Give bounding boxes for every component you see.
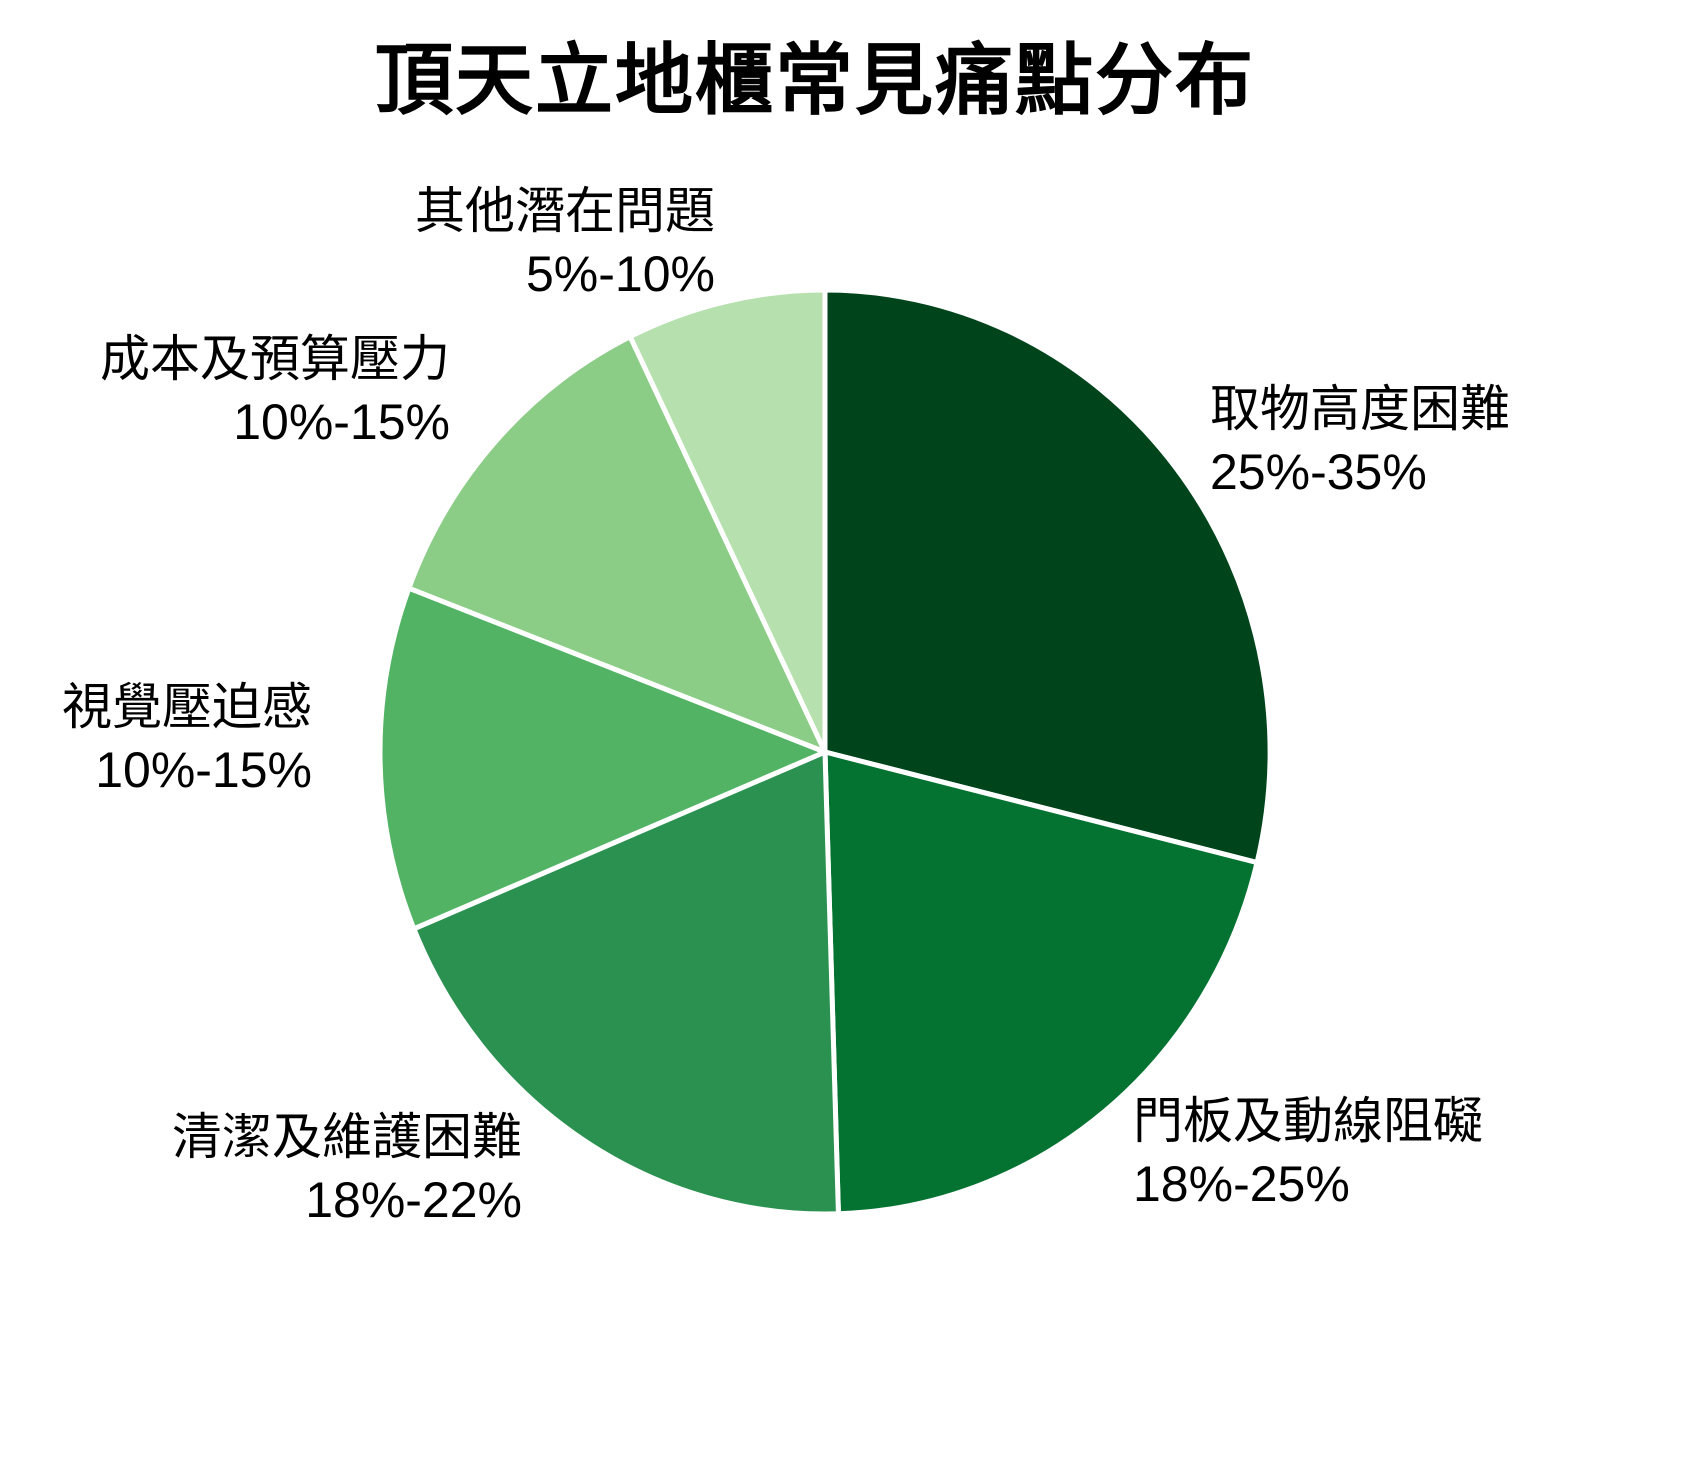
slice-range-text: 10%-15%	[95, 742, 312, 798]
slice-label-text: 視覺壓迫感	[62, 679, 312, 735]
slice-label-text: 門板及動線阻礙	[1133, 1093, 1483, 1149]
slice-label-cleaning: 清潔及維護困難 18%-22%	[172, 1106, 522, 1232]
slice-label-text: 取物高度困難	[1210, 381, 1510, 437]
pie-slice-3	[377, 585, 828, 932]
slice-label-text: 成本及預算壓力	[100, 331, 450, 387]
slice-label-text: 清潔及維護困難	[172, 1109, 522, 1165]
slice-range-text: 25%-35%	[1210, 444, 1427, 500]
slice-label-text: 其他潛在問題	[415, 183, 715, 239]
slice-label-access-height: 取物高度困難 25%-35%	[1210, 378, 1510, 504]
pie-slice-0	[822, 287, 1273, 866]
slice-label-cost-budget: 成本及預算壓力 10%-15%	[100, 328, 450, 454]
slice-range-text: 18%-22%	[305, 1172, 522, 1228]
slice-range-text: 5%-10%	[526, 246, 715, 302]
slice-label-visual-pressure: 視覺壓迫感 10%-15%	[62, 676, 312, 802]
slice-label-other: 其他潛在問題 5%-10%	[415, 180, 715, 306]
pie-slice-1	[822, 749, 1260, 1217]
slice-label-door-flow: 門板及動線阻礙 18%-25%	[1133, 1090, 1483, 1216]
pie-slice-4	[406, 334, 828, 755]
chart-title: 頂天立地櫃常見痛點分布	[374, 36, 1255, 124]
pie-slice-2	[411, 749, 841, 1217]
slice-range-text: 18%-25%	[1133, 1156, 1350, 1212]
pie-slice-5	[627, 287, 828, 755]
slice-range-text: 10%-15%	[233, 394, 450, 450]
